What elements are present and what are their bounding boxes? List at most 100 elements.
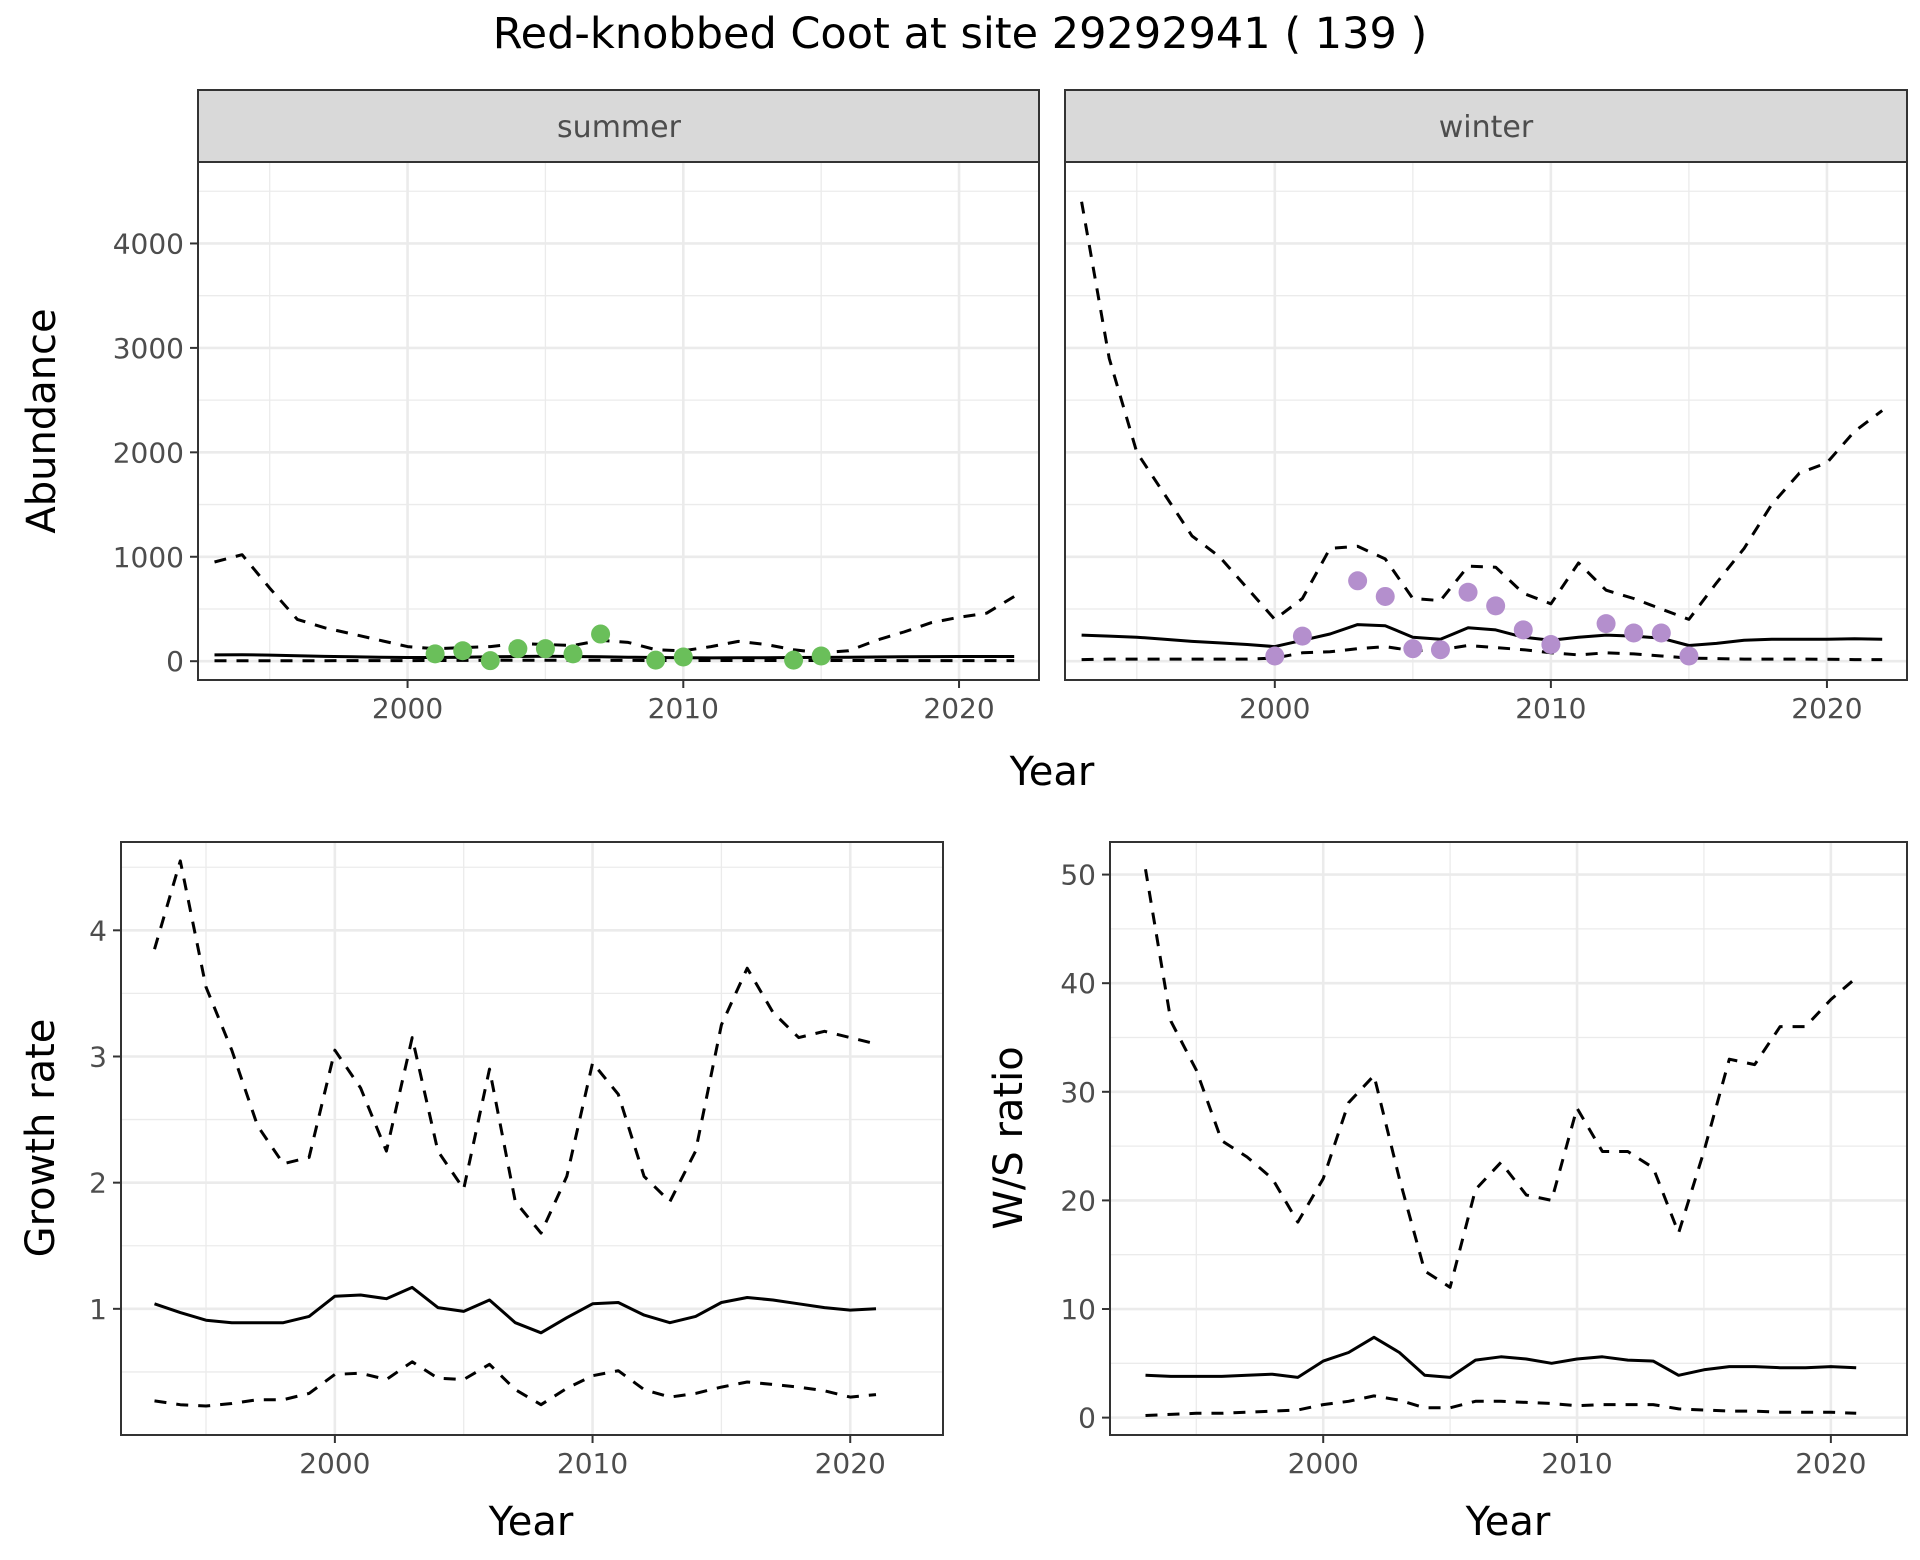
growth-lines [153,859,877,1408]
winter-strip-label: winter [1439,110,1534,145]
ws-panel: 2000 2010 2020 0 10 20 30 40 50 W/S ratio Year [986,841,1908,1545]
abundance-y-label: Abundance [19,308,65,533]
winter-x-tick-label: 2010 [1515,692,1586,725]
winter-panel: winter 2000 2010 2020 [1064,89,1908,725]
winter-ticks: 2000 2010 2020 [1239,680,1863,725]
ws-gridlines [1110,842,1907,1435]
summer-y-tick-label: 0 [166,645,184,678]
figure-title: Red-knobbed Coot at site 29292941 ( 139 … [493,9,1428,59]
growth-y-tick-label: 3 [89,1040,107,1073]
summer-panel: summer 2000 2010 2020 0 1000 2000 3000 4000 [113,89,1040,725]
winter-observation-point [1265,646,1285,666]
summer-plot-background [198,162,1039,680]
ws-mean-line [1145,1335,1857,1379]
growth-x-tick-label: 2020 [815,1447,886,1480]
winter-plot-border [1064,161,1908,681]
summer-observation-point [563,644,583,664]
ws-x-label: Year [1465,1499,1551,1545]
ws-y-tick-label: 20 [1060,1184,1096,1217]
winter-observation-point [1679,646,1699,666]
growth-y-tick-label: 1 [89,1293,107,1326]
summer-ticks: 2000 2010 2020 0 1000 2000 3000 4000 [113,227,995,725]
winter-observation-point [1458,582,1478,602]
summer-strip-label: summer [557,110,682,145]
growth-plot-border [120,841,944,1436]
summer-lines [214,553,1015,663]
ws-y-tick-label: 30 [1060,1076,1096,1109]
winter-lines [1080,201,1884,662]
summer-observation-point [480,651,500,671]
growth-gridlines [121,842,943,1435]
winter-observation-point [1348,571,1368,591]
winter-observation-point [1292,626,1312,646]
ws-x-tick-label: 2000 [1288,1447,1359,1480]
ws-x-tick-label: 2010 [1541,1447,1612,1480]
ws-ticks: 2000 2010 2020 0 10 20 30 40 50 [1060,859,1866,1480]
summer-x-tick-label: 2020 [923,692,994,725]
ws-y-tick-label: 40 [1060,967,1096,1000]
winter-strip [1064,89,1908,163]
ws-upper-bound-line [1144,868,1858,1289]
winter-observation-point [1375,586,1395,606]
summer-observation-point [453,641,473,661]
growth-y-tick-label: 4 [89,914,107,947]
summer-plot-border [197,161,1040,681]
summer-observation-point [646,650,666,670]
summer-x-tick-label: 2000 [372,692,443,725]
top-x-label: Year [1009,749,1095,795]
winter-upper-bound-line [1080,201,1884,621]
winter-observation-point [1651,623,1671,643]
summer-observation-point [591,624,611,644]
growth-plot-background [121,842,943,1435]
growth-y-tick-label: 2 [89,1167,107,1200]
growth-ticks: 2000 2010 2020 1 2 3 4 [89,914,886,1480]
summer-observation-point [673,647,693,667]
winter-observation-point [1596,614,1616,634]
winter-observation-point [1430,640,1450,660]
growth-panel: 2000 2010 2020 1 2 3 4 Growth rate Year [18,841,944,1545]
winter-mean-line [1081,623,1883,649]
summer-observation-point [535,639,555,659]
summer-y-tick-label: 3000 [113,332,184,365]
winter-x-tick-label: 2000 [1239,692,1310,725]
growth-mean-line [154,1285,877,1335]
summer-y-tick-label: 1000 [113,541,184,574]
summer-upper-bound-line [214,553,1015,655]
ws-plot-border [1109,841,1908,1436]
ws-y-tick-label: 0 [1078,1402,1096,1435]
growth-upper-bound-line [153,859,877,1235]
summer-observation-point [784,650,804,670]
ws-y-tick-label: 50 [1060,859,1096,892]
summer-gridlines [198,162,1039,680]
growth-lower-bound-line [154,1360,877,1408]
winter-lower-bound-line [1081,644,1883,662]
winter-observation-point [1624,623,1644,643]
ws-y-tick-label: 10 [1060,1293,1096,1326]
ws-y-label: W/S ratio [986,1046,1032,1229]
summer-y-tick-label: 4000 [113,227,184,260]
ws-plot-background [1110,842,1907,1435]
winter-x-tick-label: 2020 [1791,692,1862,725]
summer-observation-point [811,646,831,666]
summer-observation-point [508,639,528,659]
winter-gridlines [1065,162,1907,680]
winter-plot-background [1065,162,1907,680]
growth-y-label: Growth rate [18,1019,64,1258]
winter-observation-point [1486,596,1506,616]
growth-x-tick-label: 2000 [299,1447,370,1480]
summer-y-tick-label: 2000 [113,436,184,469]
growth-x-label: Year [488,1499,574,1545]
ws-lower-bound-line [1145,1394,1857,1417]
winter-observation-point [1541,634,1561,654]
summer-mean-line [214,653,1015,660]
summer-observation-point [425,644,445,664]
summer-points [425,624,831,671]
growth-x-tick-label: 2010 [557,1447,628,1480]
winter-observation-point [1513,620,1533,640]
ws-x-tick-label: 2020 [1795,1447,1866,1480]
summer-x-tick-label: 2010 [648,692,719,725]
winter-observation-point [1403,639,1423,659]
winter-points [1265,571,1699,666]
ws-lines [1144,868,1858,1417]
